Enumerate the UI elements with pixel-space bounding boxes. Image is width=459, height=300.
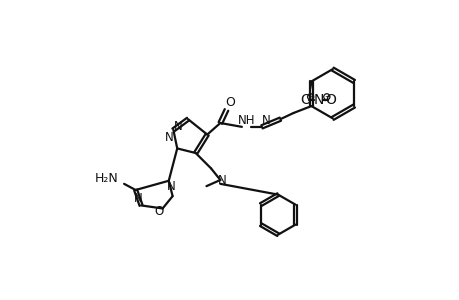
Text: N: N [313,93,324,107]
Text: N: N [134,192,143,205]
Text: O: O [300,93,311,107]
Text: N: N [173,120,182,133]
Text: N: N [166,180,175,194]
Text: O: O [225,97,235,110]
Text: H₂N: H₂N [94,172,118,185]
Text: +: + [307,94,313,100]
Text: N: N [262,114,270,127]
Text: −: − [323,94,329,100]
Text: NH: NH [237,114,255,127]
Text: O: O [154,205,163,218]
Text: N: N [165,131,174,144]
Text: N: N [217,174,226,187]
Text: O: O [325,93,336,107]
